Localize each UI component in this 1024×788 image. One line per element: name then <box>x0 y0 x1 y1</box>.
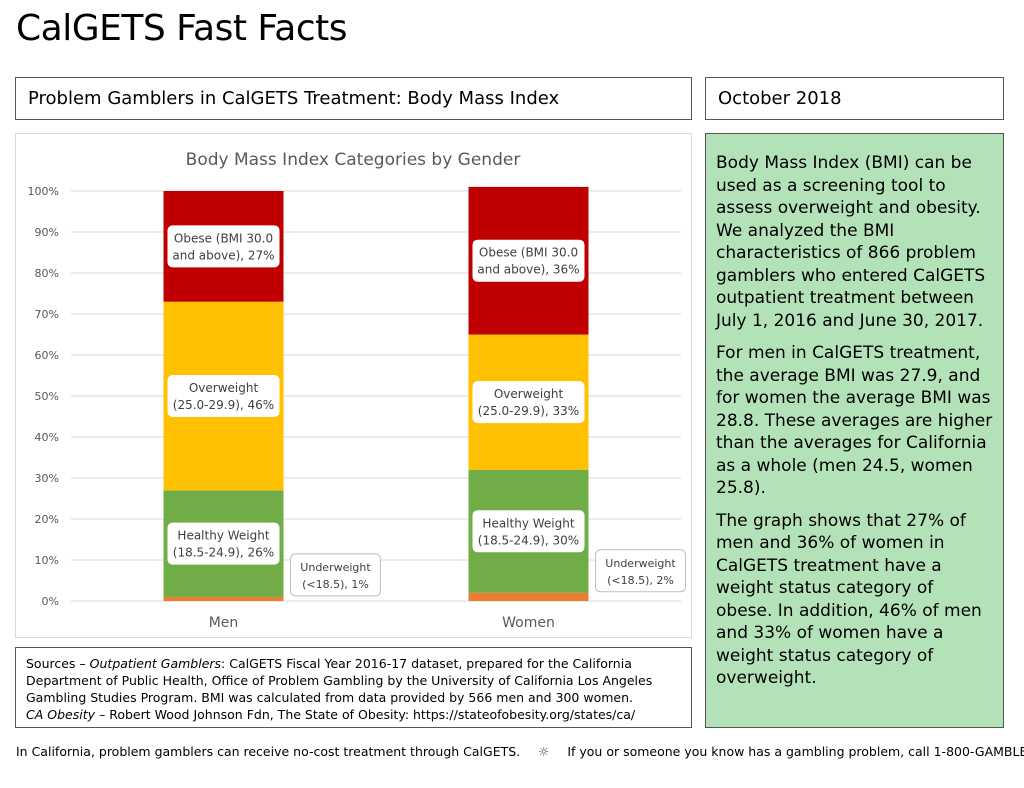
side-paragraph-3: The graph shows that 27% of men and 36% … <box>716 510 982 689</box>
y-tick-label: 60% <box>35 349 59 362</box>
y-tick-label: 100% <box>28 185 59 198</box>
data-label-box <box>595 549 686 593</box>
sources-paragraph-2: CA Obesity – Robert Wood Johnson Fdn, Th… <box>26 706 681 723</box>
data-label: Underweight <box>605 557 676 570</box>
y-tick-label: 80% <box>35 267 59 280</box>
data-label: Healthy Weight <box>177 529 269 543</box>
date-box: October 2018 <box>705 77 1004 120</box>
sources-item1-text: : CalGETS Fiscal Year 2016-17 dataset, p… <box>26 656 653 705</box>
side-panel: Body Mass Index (BMI) can be used as a s… <box>705 133 1004 728</box>
footer-right: If you or someone you know has a gamblin… <box>567 744 1024 759</box>
y-tick-label: 90% <box>35 226 59 239</box>
sources-label: Sources – <box>26 656 90 671</box>
data-label: (18.5-24.9), 30% <box>478 533 579 547</box>
x-tick-label: Men <box>209 615 239 631</box>
report-date: October 2018 <box>718 88 842 109</box>
sun-icon: ☼ <box>538 744 550 759</box>
side-paragraph-1: Body Mass Index (BMI) can be used as a s… <box>716 153 986 331</box>
y-tick-label: 10% <box>35 554 59 567</box>
side-paragraph-2: For men in CalGETS treatment, the averag… <box>716 343 993 498</box>
sources-item2-title: CA Obesity <box>26 707 96 722</box>
data-label-box <box>290 553 381 597</box>
bar-women-underweight <box>468 592 589 601</box>
data-label: (25.0-29.9), 46% <box>173 398 274 412</box>
data-label-box <box>472 381 585 424</box>
data-label-box <box>167 225 280 268</box>
footer: In California, problem gamblers can rece… <box>16 744 1024 759</box>
bar-men-underweight <box>163 596 284 601</box>
y-tick-label: 50% <box>35 390 59 403</box>
sources-box: Sources – Outpatient Gamblers: CalGETS F… <box>15 647 692 728</box>
data-label: and above), 36% <box>477 263 579 277</box>
data-label-box <box>167 522 280 565</box>
data-label: Healthy Weight <box>482 516 574 530</box>
data-label: (<18.5), 1% <box>302 578 369 591</box>
footer-left: In California, problem gamblers can rece… <box>16 744 521 759</box>
sources-paragraph: Sources – Outpatient Gamblers: CalGETS F… <box>26 655 681 706</box>
data-label-box <box>472 510 585 553</box>
y-tick-label: 20% <box>35 513 59 526</box>
page-title: CalGETS Fast Facts <box>16 8 348 49</box>
y-tick-label: 70% <box>35 308 59 321</box>
bmi-chart: Body Mass Index Categories by Gender 0% 10… <box>28 150 686 631</box>
data-label: and above), 27% <box>172 248 274 262</box>
subtitle: Problem Gamblers in CalGETS Treatment: B… <box>28 88 560 109</box>
data-label-box <box>167 375 280 417</box>
data-label: (<18.5), 2% <box>607 574 674 587</box>
y-tick-label: 40% <box>35 431 59 444</box>
data-label-box <box>472 239 585 282</box>
data-label: Overweight <box>189 381 259 395</box>
subtitle-box: Problem Gamblers in CalGETS Treatment: B… <box>15 77 692 120</box>
x-tick-label: Women <box>502 615 555 631</box>
data-label: Obese (BMI 30.0 <box>479 246 578 260</box>
sources-item1-title: Outpatient Gamblers <box>89 656 222 671</box>
data-label: Underweight <box>300 561 371 574</box>
data-label: (18.5-24.9), 26% <box>173 546 274 560</box>
y-tick-label: 30% <box>35 472 59 485</box>
data-label: Overweight <box>494 387 564 401</box>
chart-title: Body Mass Index Categories by Gender <box>186 150 521 170</box>
y-tick-label: 0% <box>42 595 59 608</box>
chart-frame: Body Mass Index Categories by Gender 0% 10… <box>15 133 692 638</box>
sources-item2-text: – Robert Wood Johnson Fdn, The State of … <box>95 707 636 722</box>
data-label: Obese (BMI 30.0 <box>174 231 273 245</box>
data-label: (25.0-29.9), 33% <box>478 404 579 418</box>
